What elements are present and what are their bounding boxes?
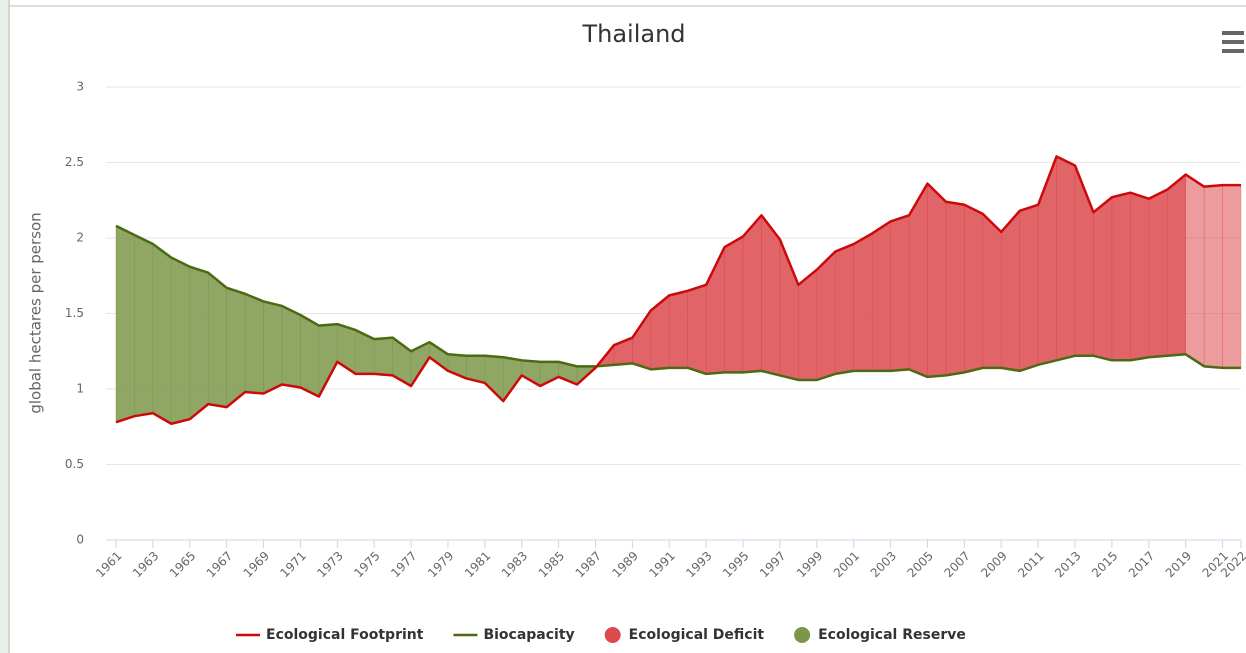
y-tick-label: 1.5 [65,306,84,320]
difference-area [134,234,154,417]
difference-area [1166,174,1186,357]
difference-area [373,337,393,376]
menu-bar [1222,40,1244,44]
difference-area [982,213,1002,369]
difference-area [853,233,873,372]
legend-label: Biocapacity [483,627,574,643]
difference-area [1148,189,1168,358]
menu-bar [1222,49,1244,53]
difference-area [724,236,744,373]
difference-area [189,266,209,420]
difference-area [1130,192,1150,361]
legend-symbol [794,627,811,643]
difference-area [761,214,781,376]
y-tick-label: 2.5 [65,155,84,169]
difference-area [1203,184,1223,369]
chart-title: Thailand [581,20,685,48]
side-decoration [0,0,10,653]
difference-area [171,257,191,425]
difference-area [816,250,836,381]
difference-area [244,293,264,394]
y-tick-label: 0.5 [65,457,84,471]
legend-item[interactable]: Ecological Footprint [236,627,424,643]
series-line [115,155,1241,425]
legend-item[interactable]: Ecological Reserve [794,627,966,643]
difference-area [945,201,965,376]
legend-label: Ecological Footprint [266,627,424,643]
series-line [115,224,1241,382]
legend-label: Ecological Reserve [818,627,966,643]
y-tick-label: 2 [76,231,84,245]
difference-area [964,204,984,373]
legend-symbol [604,627,621,643]
difference-area [226,287,246,408]
y-tick-label: 3 [76,80,84,94]
difference-area [263,301,283,394]
difference-area [1185,174,1205,367]
legend-label: Ecological Deficit [629,627,765,643]
difference-area [890,215,910,372]
difference-area [669,290,688,369]
y-axis-label: global hectares per person [27,212,45,413]
difference-area [1000,210,1020,372]
y-tick-label: 0 [76,533,84,547]
legend-item[interactable]: Biocapacity [453,627,575,643]
difference-area [300,314,320,397]
difference-area [871,220,891,372]
difference-area [835,243,854,375]
difference-area [927,183,947,378]
legend-item[interactable]: Ecological Deficit [604,627,765,643]
menu-bar [1222,31,1244,35]
difference-area [1111,192,1131,361]
difference-area [1093,196,1113,361]
difference-area [1222,184,1242,369]
difference-area [152,243,172,425]
menu-button[interactable] [1222,31,1244,53]
y-tick-label: 1 [76,382,84,396]
difference-area [798,269,818,381]
difference-area [1019,204,1039,372]
difference-area [687,284,707,375]
difference-area [207,272,227,408]
difference-area [281,305,301,388]
difference-area [115,225,135,423]
difference-area [1056,156,1076,361]
difference-area [742,214,762,373]
